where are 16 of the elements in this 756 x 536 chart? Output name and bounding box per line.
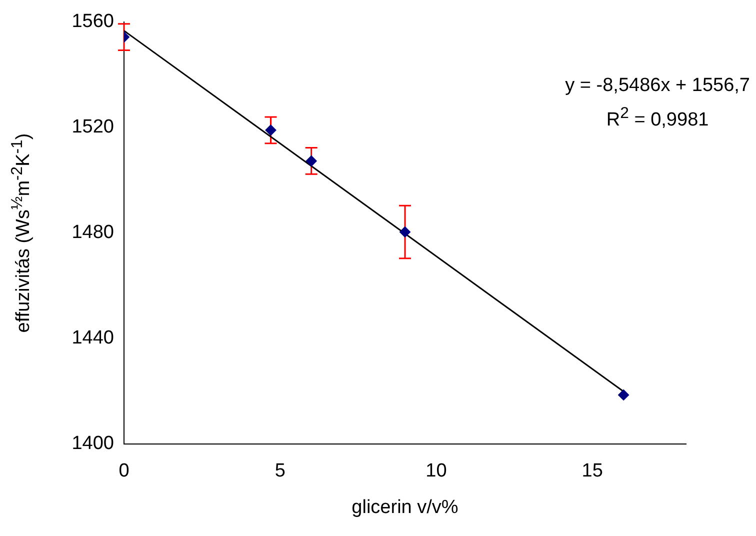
y-tick-label: 1480 bbox=[72, 222, 114, 244]
point bbox=[306, 155, 317, 166]
point bbox=[265, 124, 276, 136]
x-tick-label: 5 bbox=[274, 460, 286, 482]
x-axis-title: glicerin v/v% bbox=[352, 497, 458, 519]
point bbox=[400, 226, 410, 238]
y-tick-label: 1440 bbox=[72, 328, 114, 349]
y-tick-label: 1520 bbox=[72, 116, 114, 138]
x-tick-label: 0 bbox=[118, 460, 130, 482]
annotation: y = -8,5486x + 1556,7 bbox=[565, 74, 750, 98]
y-tick-label: 1400 bbox=[72, 433, 114, 454]
x-tick-label: 15 bbox=[582, 460, 603, 482]
annotation: R$^{2}$ = 0,9981 bbox=[605, 104, 710, 132]
y-tick-label: 1560 bbox=[72, 11, 114, 32]
x-tick-label: 10 bbox=[426, 460, 447, 482]
point bbox=[618, 389, 630, 400]
